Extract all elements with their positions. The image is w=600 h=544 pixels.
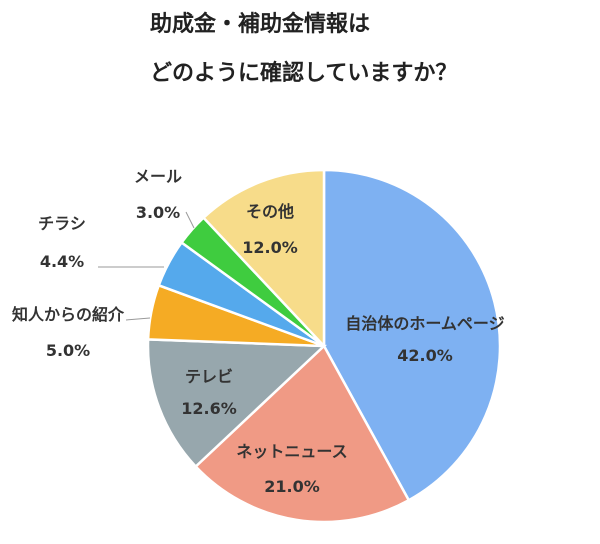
slice-value-label: 5.0% bbox=[46, 341, 90, 360]
slice-value-label: 12.6% bbox=[181, 399, 237, 418]
pie-slice bbox=[201, 168, 326, 350]
pie-slice bbox=[193, 343, 411, 524]
slice-label: その他 bbox=[246, 202, 294, 221]
chart-title-line2: どのように確認していますか？ bbox=[150, 61, 458, 86]
slice-label: 知人からの紹介 bbox=[12, 305, 125, 324]
pie-slices bbox=[146, 168, 502, 524]
slice-label: メール bbox=[134, 167, 182, 186]
slice-label: ネットニュース bbox=[236, 442, 347, 461]
slice-value-label: 3.0% bbox=[136, 203, 180, 222]
slice-value-label: 4.4% bbox=[40, 252, 84, 271]
leader-line bbox=[185, 211, 195, 229]
pie-labels: 自治体のホームページ 42.0% ネットニュース 21.0% テレビ 12.6% 知人からの… bbox=[12, 167, 505, 496]
slice-label: 自治体のホームページ bbox=[345, 314, 504, 333]
slice-value-label: 12.0% bbox=[242, 238, 298, 257]
pie-slice bbox=[146, 338, 328, 469]
slice-value-label: 21.0% bbox=[264, 477, 320, 496]
leader-lines bbox=[98, 211, 195, 321]
leader-line bbox=[125, 317, 151, 321]
chart-title-line1: 助成金・補助金情報は bbox=[150, 12, 371, 37]
slice-value-label: 42.0% bbox=[397, 346, 453, 365]
slice-label: テレビ bbox=[185, 367, 233, 386]
slice-label: チラシ bbox=[38, 214, 86, 233]
pie-slice bbox=[322, 168, 502, 502]
